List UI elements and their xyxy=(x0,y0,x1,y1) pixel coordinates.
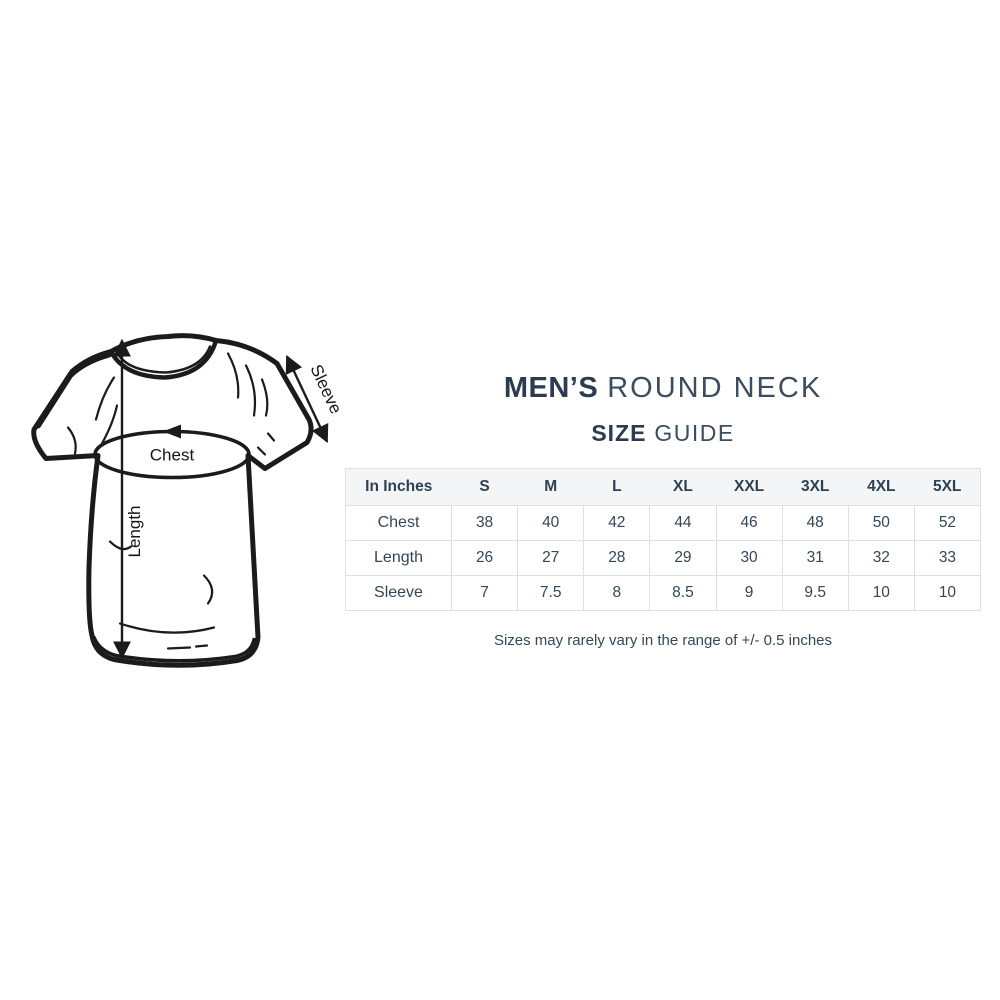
page-title: MEN’S ROUND NECK xyxy=(344,372,982,405)
table-cell: 28 xyxy=(583,540,651,576)
table-cell: 27 xyxy=(517,540,585,576)
chest-label: Chest xyxy=(150,446,195,465)
table-cell: 40 xyxy=(517,505,585,541)
table-cell: 42 xyxy=(583,505,651,541)
table-cell: 8 xyxy=(583,575,651,611)
page-title-light: ROUND NECK xyxy=(607,372,823,404)
size-table-header-unit: In Inches xyxy=(345,468,452,506)
table-cell: 32 xyxy=(847,540,915,576)
table-cell: 38 xyxy=(450,505,519,541)
chest-measure-arrow xyxy=(93,424,251,480)
size-table-header-xxl: XXL xyxy=(716,468,783,506)
tshirt-diagram-svg: Chest Length Sleeve xyxy=(31,333,346,668)
tshirt-outline-icon xyxy=(31,333,314,668)
table-row-chest: Chest 38 40 42 44 46 48 50 52 xyxy=(345,505,982,541)
table-cell: 10 xyxy=(913,575,982,611)
size-table-header-5xl: 5XL xyxy=(914,468,981,506)
table-cell: 30 xyxy=(715,540,783,576)
page-title-bold: MEN’S xyxy=(503,372,599,404)
size-table-header-3xl: 3XL xyxy=(782,468,849,506)
table-cell: 9 xyxy=(715,575,783,611)
table-cell: 10 xyxy=(847,575,915,611)
table-cell: 52 xyxy=(913,505,982,541)
size-tolerance-note: Sizes may rarely vary in the range of +/… xyxy=(493,632,833,649)
table-row-length: Length 26 27 28 29 30 31 32 33 xyxy=(345,540,982,576)
table-cell: 26 xyxy=(450,540,519,576)
table-cell: 33 xyxy=(913,540,982,576)
table-cell: 29 xyxy=(649,540,717,576)
size-table: In Inches S M L XL XXL 3XL 4XL 5XL Chest… xyxy=(345,468,982,611)
table-cell: 44 xyxy=(649,505,717,541)
size-table-header-xl: XL xyxy=(649,468,716,506)
size-guide-panel: MEN’S ROUND NECK SIZE GUIDE In Inches S … xyxy=(344,372,982,649)
table-cell: 7.5 xyxy=(517,575,585,611)
size-table-header-s: S xyxy=(451,468,518,506)
size-table-header-l: L xyxy=(583,468,650,506)
size-table-header-4xl: 4XL xyxy=(848,468,915,506)
row-label-chest: Chest xyxy=(345,505,452,541)
page-subtitle-light: GUIDE xyxy=(654,420,735,446)
sleeve-measure-arrow xyxy=(285,354,329,444)
table-cell: 8.5 xyxy=(649,575,717,611)
page-subtitle: SIZE GUIDE xyxy=(344,420,982,447)
table-cell: 46 xyxy=(715,505,783,541)
table-cell: 7 xyxy=(450,575,519,611)
row-label-length: Length xyxy=(345,540,452,576)
table-row-sleeve: Sleeve 7 7.5 8 8.5 9 9.5 10 10 xyxy=(345,575,982,611)
page-subtitle-bold: SIZE xyxy=(591,420,647,446)
length-label: Length xyxy=(125,506,144,558)
tshirt-measurement-diagram: Chest Length Sleeve xyxy=(18,326,353,684)
size-table-header-m: M xyxy=(517,468,584,506)
table-cell: 50 xyxy=(847,505,915,541)
table-cell: 48 xyxy=(781,505,849,541)
table-cell: 31 xyxy=(781,540,849,576)
row-label-sleeve: Sleeve xyxy=(345,575,452,611)
table-cell: 9.5 xyxy=(781,575,849,611)
size-table-header-row: In Inches S M L XL XXL 3XL 4XL 5XL xyxy=(345,468,981,506)
